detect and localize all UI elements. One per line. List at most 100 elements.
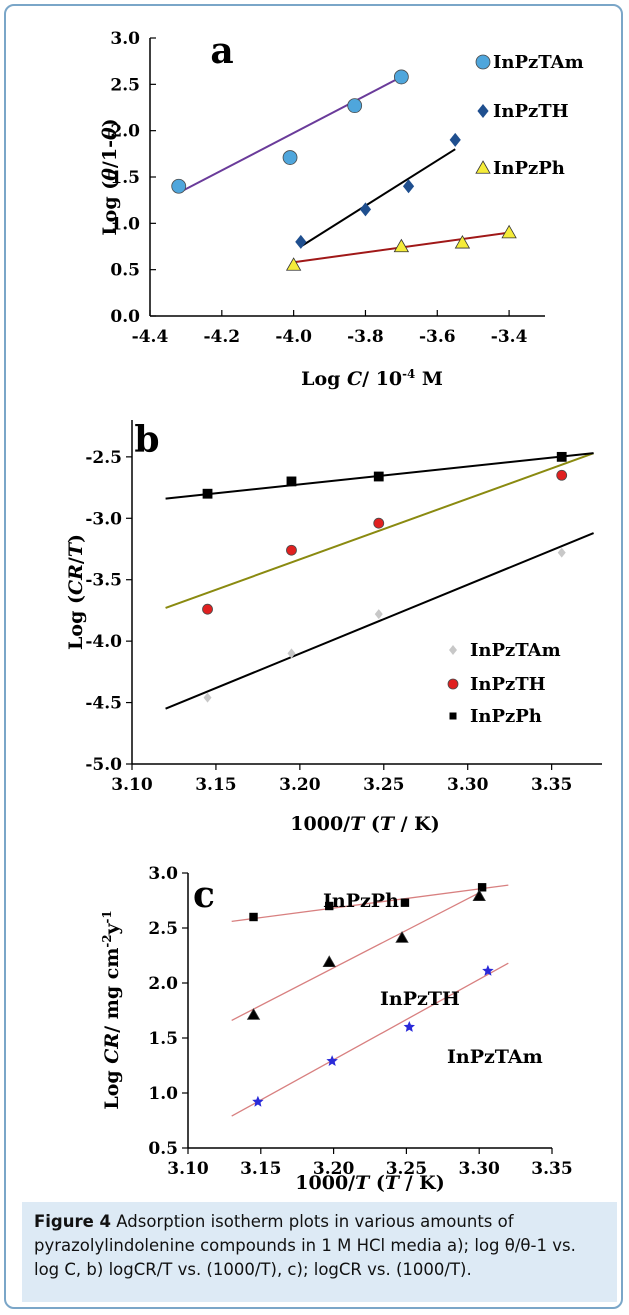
panel-a-point-inpzph [501, 224, 517, 239]
panel-c-point-inpzph [400, 898, 410, 907]
panel-b-point-inpzth [373, 517, 385, 529]
panel-c-point-inpzth [246, 1008, 261, 1020]
panel-a-point-inpztam [282, 150, 298, 165]
panel-c-fit-line-inpztam [231, 962, 509, 1117]
panel-b-y-tick-label: -4.5 [85, 694, 122, 714]
panel-b-legend-marker-inpztam [449, 645, 457, 655]
panel-c-point-inpzph [249, 912, 258, 922]
panel-c-x-tick-label: 3.20 [313, 1159, 355, 1179]
panel-b-point-inpzph [373, 471, 384, 482]
panel-c-y-tick-label: 2.5 [148, 919, 178, 939]
panel-c-y-tick-label: 1.5 [148, 1029, 178, 1049]
panel-b-point-inpztam [203, 692, 212, 703]
caption-text: Adsorption isotherm plots in various amo… [34, 1212, 576, 1279]
panel-b-legend-marker-inpzth [447, 678, 459, 690]
panel-a-point-inpzth [295, 234, 307, 249]
panel-b-y-tick-label: -3.0 [85, 509, 122, 529]
panel-c-y-tick-label: 0.5 [148, 1139, 178, 1159]
panel-a-point-inpztam [347, 98, 363, 114]
panel-a-y-tick-label: 0.5 [110, 261, 140, 281]
panel-b-legend-label-inpztam: InPzTAm [470, 640, 561, 661]
panel-c-point-inpztam [403, 1021, 415, 1032]
panel-c-series-label-inpzph: InPzPh [323, 890, 399, 912]
panel-b-y-tick-label: -2.5 [85, 448, 122, 468]
panel-a-fit-line-inpztam [178, 76, 402, 194]
panel-b-point-inpzth [556, 469, 568, 481]
panel-b-x-tick-label: 3.35 [531, 775, 572, 795]
panel-a-x-axis-title: Log C/ 10-4 M [301, 367, 443, 390]
panel-b-legend-label-inpzph: InPzPh [470, 706, 542, 727]
panel-b-point-inpztam [557, 547, 566, 558]
panel-a-y-tick-label: 0.0 [110, 307, 140, 327]
panel-b-point-inpzph [202, 488, 213, 499]
panel-b-x-axis-title: 1000/T (T / K) [290, 813, 439, 835]
panel-c-y-tick-label: 2.0 [148, 974, 178, 994]
figure-4-charts: -4.4 -4.2 -4.0 -3.8 -3.6 -3.4 0.0 0.5 1.0 1.5 2.0 2… [65, 29, 602, 1194]
panel-c-x-axis-title: 1000/T (T / K) [295, 1172, 444, 1194]
panel-b-x-tick-label: 3.15 [195, 775, 236, 795]
panel-c-series-label-inpztam: InPzTAm [447, 1046, 543, 1068]
panel-c-x-tick-label: 3.35 [531, 1159, 572, 1179]
panel-c-fit-line-inpzph [231, 884, 509, 923]
figure-caption: Figure 4 Adsorption isotherm plots in va… [22, 1202, 617, 1302]
panel-a-y-axis-title: Log (θ/1-θ) [99, 118, 121, 235]
panel-a-legend-label-inpztam: InPzTAm [493, 52, 584, 73]
panel-b-point-inpztam [287, 648, 296, 659]
panel-a-legend-label-inpzph: InPzPh [493, 158, 565, 179]
panel-b-point-inpzph [556, 451, 567, 462]
panel-c-point-inpzth [395, 931, 409, 943]
panel-b-fit-line-inpzth [165, 452, 594, 609]
panel-b-y-tick-label: -3.5 [85, 571, 122, 591]
panel-c-x-tick-label: 3.25 [386, 1159, 427, 1179]
panel-c-point-inpztam [252, 1095, 264, 1107]
panel-c-point-inpztam [326, 1055, 338, 1066]
panel-b-x-tick-label: 3.10 [111, 775, 153, 795]
panel-b-y-tick-label: -5.0 [85, 755, 122, 775]
caption-label: Figure 4 [34, 1212, 112, 1231]
panel-c-fit-line-inpzth [231, 892, 480, 1021]
caption-paragraph: Figure 4 Adsorption isotherm plots in va… [34, 1210, 605, 1282]
panel-b-x-tick-label: 3.25 [363, 775, 404, 795]
panel-a-y-tick-label: 2.5 [110, 75, 140, 95]
panel-a-fit-line-inpzth [300, 148, 456, 248]
panel-c-x-tick-label: 3.30 [458, 1159, 500, 1179]
panel-a-legend-marker-inpzth [477, 104, 489, 118]
panel-b-legend-marker-inpzph [449, 712, 457, 720]
panel-a-legend-marker-inpztam [475, 54, 491, 70]
panel-a-point-inpzph [454, 234, 471, 249]
panel-a-y-tick-label: 3.0 [110, 29, 140, 49]
panel-b-point-inpzth [202, 603, 213, 615]
panel-c-point-inpzth [322, 955, 336, 967]
panel-a-legend-label-inpzth: InPzTH [493, 101, 569, 122]
panel-b-fit-line-inpztam [165, 532, 594, 710]
panel-b-x-tick-label: 3.20 [279, 775, 321, 795]
panel-a-y-tick-label: 1.5 [110, 168, 140, 188]
panel-a-point-inpzph [285, 257, 302, 271]
panel-a-x-tick-label: -3.4 [491, 327, 528, 347]
panel-a-point-inpzth [359, 202, 372, 217]
panel-c-point-inpzph [477, 883, 487, 892]
panel-a-x-tick-label: -3.8 [347, 327, 384, 347]
panel-a-y-tick-label: 1.0 [110, 214, 140, 234]
panel-c-x-tick-label: 3.10 [167, 1159, 209, 1179]
panel-a-x-tick-label: -4.0 [275, 327, 312, 347]
panel-b-y-tick-label: -4.0 [85, 632, 122, 652]
panel-b-x-tick-label: 3.30 [447, 775, 489, 795]
panel-c-y-axis-title: Log CR/ mg cm-2y-1 [100, 910, 123, 1109]
panel-b-point-inpztam [374, 609, 383, 620]
panel-c-y-tick-label: 1.0 [148, 1084, 178, 1104]
panel-a-legend-marker-inpzph [475, 160, 491, 174]
panel-a-point-inpztam [171, 178, 187, 194]
panel-b-point-inpzph [286, 476, 297, 487]
panel-c-series-label-inpzth: InPzTH [380, 988, 460, 1010]
panel-a-x-tick-label: -3.6 [419, 327, 456, 347]
panel-b-y-axis-title: Log (CR/T) [65, 534, 87, 650]
panel-b-point-inpzth [286, 544, 297, 556]
panel-a-x-tick-label: -4.2 [203, 327, 240, 347]
panel-c-y-tick-label: 3.0 [148, 864, 178, 884]
panel-a-point-inpzth [402, 179, 415, 194]
panel-a-point-inpzth [449, 132, 461, 147]
panel-b-legend-label-inpzth: InPzTH [470, 674, 546, 695]
panel-c-point-inpzph [325, 901, 334, 911]
figure-frame [4, 4, 623, 1309]
